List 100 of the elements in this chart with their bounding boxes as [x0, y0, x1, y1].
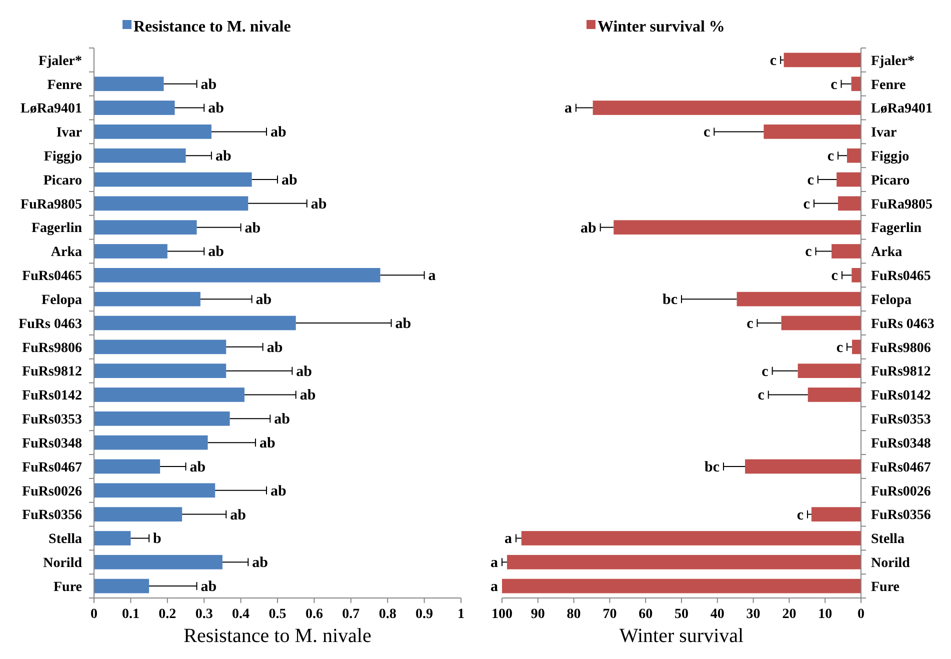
- bar: [94, 388, 244, 402]
- annotation: c: [758, 388, 765, 404]
- y-tick-label: Stella: [871, 532, 904, 548]
- bar: [811, 507, 861, 522]
- annotation: c: [762, 364, 769, 380]
- bar: [521, 531, 861, 546]
- bar: [94, 268, 380, 282]
- y-tick-label: Fagerlin: [31, 221, 82, 236]
- bar: [502, 578, 861, 594]
- annotation: a: [490, 555, 498, 572]
- x-tick-label: 1: [458, 607, 464, 622]
- annotation: ab: [270, 124, 286, 141]
- bar: [836, 172, 861, 187]
- y-tick-label: Fure: [871, 580, 900, 595]
- annotation: b: [153, 531, 162, 548]
- annotation: ab: [208, 100, 224, 117]
- annotation: ab: [252, 555, 268, 572]
- annotation: ab: [300, 388, 316, 404]
- bar: [94, 316, 296, 330]
- y-tick-label: FuRs 0463: [871, 316, 934, 332]
- bar: [852, 340, 861, 354]
- bar: [94, 459, 160, 474]
- annotation: c: [836, 340, 844, 356]
- x-tick-label: 70: [602, 607, 617, 622]
- bar: [847, 148, 861, 163]
- annotation: c: [807, 172, 814, 188]
- y-tick-label: FuRs0465: [871, 269, 931, 284]
- y-tick-label: FuRs0356: [22, 508, 82, 524]
- annotation: ab: [208, 244, 224, 260]
- y-tick-label: Fagerlin: [871, 221, 922, 236]
- x-tick-label: 0.3: [195, 607, 213, 622]
- y-tick-label: FuRs9812: [22, 364, 82, 380]
- annotation: a: [564, 100, 572, 117]
- x-tick-label: 10: [818, 607, 832, 622]
- bar: [614, 220, 861, 235]
- y-tick-label: FuRs9806: [22, 340, 82, 356]
- x-tick-label: 40: [710, 607, 724, 622]
- bar: [798, 364, 861, 378]
- y-tick-label: Figgjo: [871, 150, 910, 165]
- x-tick-label: 0.9: [416, 607, 434, 622]
- y-tick-label: Fenre: [871, 78, 906, 93]
- y-tick-label: Fjaler*: [38, 54, 82, 69]
- x-axis-title: Resistance to M. nivale: [184, 625, 372, 647]
- annotation: c: [827, 148, 834, 165]
- x-tick-label: 0.1: [122, 607, 140, 622]
- y-tick-label: Stella: [48, 532, 82, 548]
- bar: [94, 483, 216, 498]
- annotation: c: [796, 507, 804, 524]
- x-tick-label: 90: [530, 607, 545, 622]
- annotation: ab: [256, 292, 272, 308]
- annotation: ab: [200, 578, 217, 595]
- x-tick-label: 0.4: [232, 607, 250, 622]
- y-tick-label: FuRs0348: [871, 436, 931, 452]
- x-tick-label: 0: [90, 607, 98, 622]
- annotation: ab: [244, 220, 261, 236]
- bar: [94, 100, 175, 115]
- annotation: ab: [580, 220, 596, 236]
- x-tick-label: 50: [674, 607, 688, 622]
- bar: [94, 554, 222, 570]
- bar: [784, 52, 861, 68]
- bar: [592, 100, 861, 115]
- y-tick-label: Fenre: [47, 78, 82, 93]
- annotation: a: [490, 578, 498, 595]
- bar: [94, 220, 197, 235]
- x-tick-label: 0.8: [378, 607, 396, 622]
- y-tick-label: LøRa9401: [871, 102, 932, 117]
- bar: [94, 196, 248, 211]
- x-tick-label: 0.2: [158, 607, 176, 622]
- annotation: ab: [230, 507, 246, 524]
- annotation: c: [746, 316, 754, 332]
- y-tick-label: FuRs0467: [871, 460, 931, 476]
- bar: [851, 76, 861, 92]
- y-tick-label: LøRa9401: [20, 102, 82, 117]
- y-tick-label: Ivar: [56, 126, 82, 141]
- annotation: ab: [282, 172, 298, 188]
- y-tick-label: FuRs0353: [871, 412, 931, 428]
- annotation: bc: [704, 459, 720, 476]
- annotation: bc: [662, 292, 678, 308]
- bar: [94, 531, 131, 546]
- y-tick-label: Ivar: [871, 126, 897, 141]
- y-tick-label: Fjaler*: [871, 54, 915, 69]
- bar: [94, 578, 150, 594]
- annotation: c: [830, 76, 838, 93]
- y-tick-label: Picaro: [871, 173, 910, 188]
- y-tick-label: FuRs0142: [871, 388, 931, 404]
- x-tick-label: 80: [566, 607, 581, 622]
- annotation: c: [770, 52, 777, 69]
- y-tick-label: Arka: [50, 245, 82, 260]
- x-tick-label: 30: [746, 607, 760, 622]
- bar: [94, 340, 226, 354]
- annotation: ab: [270, 483, 286, 500]
- y-tick-label: FuRa9805: [20, 197, 82, 212]
- x-tick-label: 100: [492, 607, 512, 622]
- annotation: c: [803, 196, 810, 212]
- y-tick-label: FuRs0348: [22, 436, 82, 452]
- bar: [94, 124, 212, 139]
- annotation: ab: [274, 412, 290, 428]
- x-tick-label: 0.7: [342, 607, 360, 622]
- x-tick-label: 0.6: [305, 607, 323, 622]
- bar: [808, 388, 861, 402]
